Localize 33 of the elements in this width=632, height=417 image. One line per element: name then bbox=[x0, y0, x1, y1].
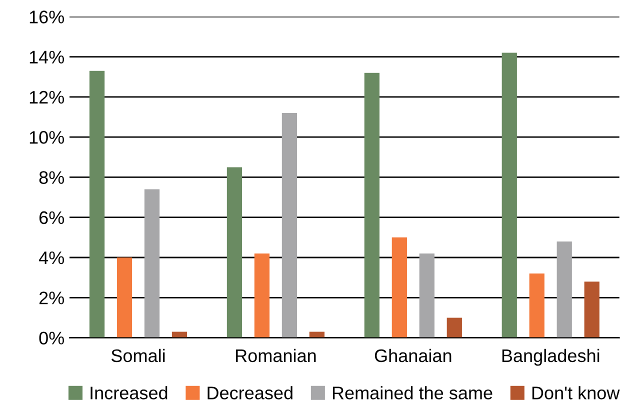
y-tick-label: 10% bbox=[30, 131, 64, 144]
legend-label: Don't know bbox=[532, 386, 620, 400]
legend-label: Remained the same bbox=[332, 386, 492, 400]
bar bbox=[254, 253, 270, 338]
x-tick-label: Ghanaian bbox=[374, 348, 452, 362]
y-tick-label: 12% bbox=[30, 90, 64, 104]
bar bbox=[556, 241, 572, 338]
x-tick-label: Romanian bbox=[236, 348, 316, 362]
y-tick-label: 2% bbox=[39, 292, 64, 304]
y-tick-label: 14% bbox=[30, 50, 64, 64]
bar bbox=[282, 113, 298, 338]
y-tick-label: 0% bbox=[39, 332, 64, 344]
y-tick-label: 16% bbox=[30, 10, 64, 24]
legend-label: Decreased bbox=[208, 386, 292, 400]
bar bbox=[364, 72, 380, 338]
bar bbox=[89, 70, 105, 338]
bar bbox=[226, 167, 242, 338]
bar bbox=[584, 282, 600, 338]
y-tick-label: 6% bbox=[39, 211, 64, 224]
bar bbox=[419, 253, 434, 338]
bar bbox=[502, 52, 517, 338]
bar bbox=[446, 318, 462, 338]
x-tick-label: Somali bbox=[111, 348, 165, 362]
y-tick-label: 4% bbox=[38, 252, 64, 264]
legend-label: Increased bbox=[90, 386, 168, 400]
bar bbox=[172, 332, 188, 338]
y-tick-label: 8% bbox=[39, 171, 64, 184]
x-tick-label: Bangladeshi bbox=[502, 348, 600, 366]
bar bbox=[309, 332, 325, 338]
bar bbox=[116, 258, 132, 338]
bar bbox=[144, 189, 160, 338]
bar bbox=[529, 274, 544, 338]
bar bbox=[392, 237, 407, 338]
